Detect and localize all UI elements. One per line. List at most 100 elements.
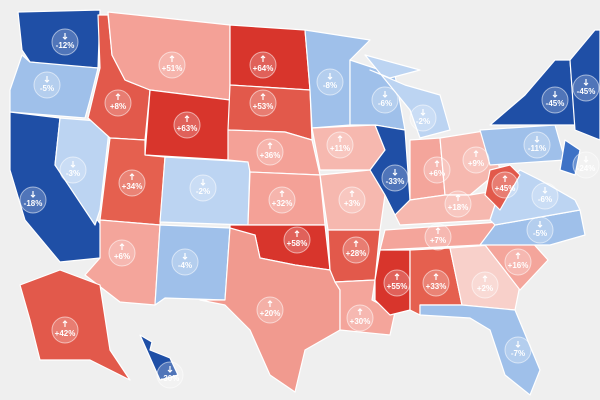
change-label: +3%	[344, 199, 360, 208]
state-shape	[479, 124, 566, 166]
labels: -12% -5% -18% -3% +8% +51% +63% +34% -2% +6% -4% +6…	[19, 28, 600, 389]
label-badge	[491, 171, 519, 199]
label-badge	[526, 216, 554, 244]
change-label: -6%	[378, 99, 392, 108]
label-badge	[118, 169, 146, 197]
label-badge	[572, 74, 600, 102]
label-badge	[33, 71, 61, 99]
trend-arrow	[382, 91, 388, 98]
state-shape	[19, 269, 131, 381]
state-shape	[9, 54, 99, 119]
label-badge	[59, 156, 87, 184]
label-badge	[256, 138, 284, 166]
trend-arrow	[552, 91, 558, 98]
change-label: -2%	[196, 187, 210, 196]
trend-arrow	[260, 93, 266, 100]
state-shape	[479, 209, 586, 246]
state-shape	[369, 124, 411, 216]
trend-arrow	[62, 33, 68, 40]
change-label: +32%	[272, 199, 293, 208]
label-badge	[471, 271, 499, 299]
label-badge	[531, 182, 559, 210]
label-badge	[256, 296, 284, 324]
trend-arrow	[394, 273, 400, 280]
change-label: +7%	[430, 236, 446, 245]
trend-arrow	[279, 190, 285, 197]
label-badge	[409, 104, 437, 132]
label-badge	[462, 146, 490, 174]
label-badge	[51, 28, 79, 56]
label-badge	[383, 269, 411, 297]
label-badge	[504, 248, 532, 276]
change-label: +6%	[429, 169, 445, 178]
label-badge	[158, 51, 186, 79]
label-badge	[249, 51, 277, 79]
trend-arrow	[267, 142, 273, 149]
label-badge	[108, 239, 136, 267]
trend-arrow	[534, 136, 540, 143]
trend-arrow	[420, 109, 426, 116]
change-label: +2%	[477, 284, 493, 293]
label-badge	[504, 336, 532, 364]
label-badge	[422, 269, 450, 297]
change-label: -8%	[323, 81, 337, 90]
label-badge	[173, 111, 201, 139]
label-badge	[316, 68, 344, 96]
label-badge	[346, 304, 374, 332]
trend-arrow	[349, 190, 355, 197]
change-label: -5%	[533, 229, 547, 238]
label-badge	[171, 248, 199, 276]
change-label: +8%	[110, 102, 126, 111]
state-shape	[484, 164, 521, 211]
change-label: +64%	[253, 64, 274, 73]
label-badge	[572, 151, 600, 179]
trend-arrow	[167, 366, 173, 373]
label-badge	[523, 131, 551, 159]
change-label: +18%	[448, 203, 469, 212]
trend-arrow	[337, 135, 343, 142]
state-shape	[139, 334, 179, 381]
label-badge	[541, 86, 569, 114]
change-label: +28%	[346, 249, 367, 258]
trend-arrow	[433, 273, 439, 280]
trend-arrow	[267, 300, 273, 307]
change-label: +20%	[260, 309, 281, 318]
change-label: -4%	[178, 261, 192, 270]
trend-arrow	[482, 275, 488, 282]
trend-arrow	[62, 320, 68, 327]
state-shape	[364, 54, 451, 139]
trend-arrow	[515, 341, 521, 348]
change-label: +51%	[162, 64, 183, 73]
label-badge	[268, 186, 296, 214]
label-badge	[326, 131, 354, 159]
label-badge	[444, 190, 472, 218]
trend-arrow	[502, 175, 508, 182]
trend-arrow	[115, 93, 121, 100]
trend-arrow	[260, 55, 266, 62]
label-badge	[156, 361, 184, 389]
trend-arrow	[435, 227, 441, 234]
trend-arrow	[434, 160, 440, 167]
state-shape	[199, 227, 341, 393]
trend-arrow	[30, 191, 36, 198]
change-label: +9%	[468, 159, 484, 168]
change-label: +58%	[287, 239, 308, 248]
change-label: -30%	[161, 374, 180, 383]
trend-arrow	[200, 179, 206, 186]
change-label: -45%	[546, 99, 565, 108]
label-badge	[342, 236, 370, 264]
trend-arrow	[294, 230, 300, 237]
change-label: +6%	[114, 252, 130, 261]
label-badge	[423, 156, 451, 184]
label-badge	[381, 164, 409, 192]
change-label: +36%	[260, 151, 281, 160]
change-label: -3%	[66, 169, 80, 178]
trend-arrow	[119, 243, 125, 250]
label-badge	[51, 316, 79, 344]
change-label: +30%	[350, 317, 371, 326]
label-badge	[283, 226, 311, 254]
change-label: +55%	[387, 282, 408, 291]
change-label: -18%	[24, 199, 43, 208]
change-label: +11%	[330, 144, 350, 153]
trend-arrow	[129, 173, 135, 180]
